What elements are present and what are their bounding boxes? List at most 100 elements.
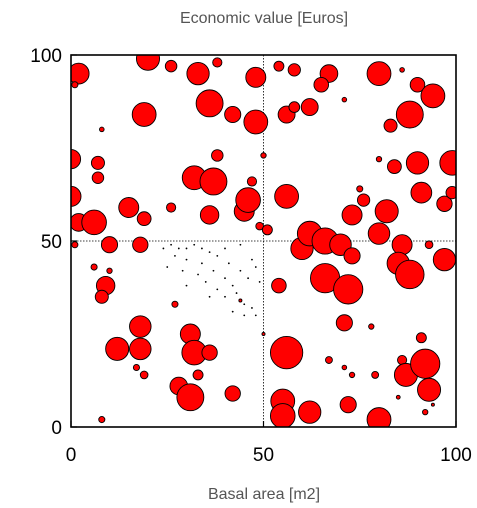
data-point <box>343 247 361 265</box>
data-point <box>71 81 79 89</box>
data-point <box>261 332 266 336</box>
data-point-small <box>251 307 253 309</box>
data-point <box>186 61 210 86</box>
data-point <box>139 370 149 380</box>
y-tick-label: 50 <box>41 232 62 253</box>
data-point-small <box>243 303 246 306</box>
data-point-small <box>239 243 242 246</box>
plot-area: 0 50 100 0 50 100 <box>30 46 472 466</box>
data-point-small <box>239 269 242 272</box>
data-point-small <box>181 269 184 272</box>
data-point <box>132 236 149 253</box>
data-point-small <box>197 273 199 276</box>
data-point <box>164 59 178 73</box>
data-point <box>356 193 371 207</box>
data-point <box>199 205 220 225</box>
data-point <box>366 407 392 427</box>
data-point-small <box>177 247 180 250</box>
data-point-small <box>224 277 226 280</box>
data-point <box>395 100 424 129</box>
data-point <box>129 337 152 361</box>
data-point <box>271 277 287 294</box>
data-point <box>439 150 456 176</box>
data-point <box>391 234 413 256</box>
data-point <box>246 176 258 187</box>
x-tick-label: 50 <box>253 445 274 466</box>
data-point <box>118 197 140 218</box>
data-point <box>410 181 433 204</box>
data-point <box>374 199 399 224</box>
data-point-small <box>170 243 173 246</box>
data-point-small <box>193 243 196 246</box>
data-point <box>375 156 383 163</box>
x-tick-label: 0 <box>66 445 77 466</box>
data-point <box>333 274 364 305</box>
data-point-small <box>247 277 250 280</box>
data-point <box>136 211 152 227</box>
data-point <box>243 109 269 135</box>
data-point <box>341 96 348 103</box>
data-point-small <box>162 247 165 250</box>
data-point <box>300 98 319 117</box>
data-point <box>235 187 261 213</box>
data-point <box>71 62 90 85</box>
data-point-small <box>235 292 238 294</box>
data-point <box>445 186 456 200</box>
data-point <box>98 416 106 424</box>
data-point <box>224 385 241 402</box>
data-point <box>417 377 442 402</box>
data-point <box>105 336 130 361</box>
data-point <box>274 183 299 209</box>
data-point-small <box>224 295 226 298</box>
data-point <box>91 171 105 184</box>
data-point-small <box>227 262 230 265</box>
data-point <box>94 289 109 304</box>
data-point-small <box>185 258 188 261</box>
data-point-small <box>254 266 257 268</box>
data-point <box>273 60 285 72</box>
data-point-small <box>216 254 219 257</box>
data-point-small <box>216 288 219 291</box>
data-point <box>238 298 243 303</box>
data-point <box>245 66 267 88</box>
data-point <box>288 101 301 113</box>
data-point <box>176 383 205 412</box>
data-point-small <box>243 314 246 317</box>
data-point <box>192 369 204 381</box>
data-point <box>212 57 223 68</box>
data-point <box>131 102 157 127</box>
data-point-small <box>224 247 226 250</box>
data-point <box>132 363 140 372</box>
data-point <box>339 396 357 414</box>
data-point-small <box>208 251 211 254</box>
data-point <box>100 236 119 254</box>
data-point <box>136 55 160 71</box>
y-tick-label: 0 <box>51 418 62 439</box>
data-point <box>287 63 301 77</box>
x-axis-title: Basal area [m2] <box>208 486 320 503</box>
data-point <box>415 332 427 344</box>
data-point-small <box>258 281 261 283</box>
data-point <box>410 348 441 379</box>
data-point <box>422 408 429 416</box>
data-point-small <box>204 281 207 283</box>
data-point-small <box>166 266 169 268</box>
data-point-small <box>212 269 215 272</box>
data-point <box>432 247 456 272</box>
data-point-small <box>251 258 253 261</box>
data-point <box>395 394 401 400</box>
data-point <box>405 151 430 175</box>
data-point <box>129 315 152 338</box>
y-tick-label: 100 <box>30 46 62 67</box>
data-point <box>211 149 224 162</box>
data-point <box>260 152 267 159</box>
data-point-small <box>231 310 234 313</box>
data-point <box>99 126 105 133</box>
data-point <box>341 204 363 226</box>
data-point-small <box>185 247 188 250</box>
data-point <box>341 364 348 371</box>
chart-title: Economic value [Euros] <box>180 10 348 27</box>
data-point <box>90 155 105 170</box>
data-point-small <box>185 284 188 287</box>
